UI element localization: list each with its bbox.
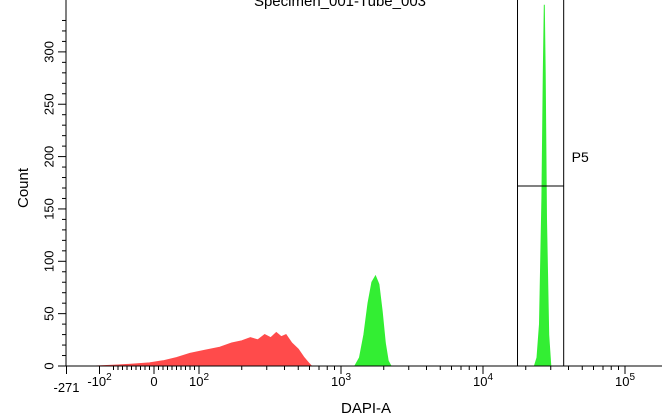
histogram-series-3 <box>533 4 552 367</box>
x-axis: -271 -102 0 102 103 104 105 <box>53 366 635 395</box>
gate-layer: P5 <box>517 0 589 366</box>
x-tick-label: 102 <box>189 372 209 389</box>
x-tick-label: 105 <box>615 372 635 389</box>
x-tick-label: 103 <box>331 372 351 389</box>
series-layer <box>95 4 552 367</box>
y-tick-label: 150 <box>41 198 56 220</box>
y-tick-label: 200 <box>41 146 56 168</box>
x-tick-label: -271 <box>53 380 79 395</box>
y-tick-label: 0 <box>41 362 56 369</box>
plot-frame <box>65 0 662 367</box>
y-tick-label: 250 <box>41 93 56 115</box>
x-axis-label: DAPI-A <box>341 400 391 417</box>
x-tick-label: 104 <box>473 372 493 389</box>
y-tick-label: 50 <box>41 306 56 320</box>
x-tick-label: -102 <box>87 372 112 389</box>
gate-label: P5 <box>572 149 589 165</box>
y-tick-label: 300 <box>41 41 56 63</box>
histogram-series-1 <box>95 331 313 367</box>
y-tick-label: 100 <box>41 250 56 272</box>
y-axis: 0 50 100 150 200 250 300 <box>41 19 66 370</box>
chart-title: Specimen_001-Tube_003 <box>254 0 426 10</box>
histogram-series-2 <box>353 274 392 367</box>
x-tick-label: 0 <box>150 374 157 389</box>
y-axis-label: Count <box>15 167 32 208</box>
